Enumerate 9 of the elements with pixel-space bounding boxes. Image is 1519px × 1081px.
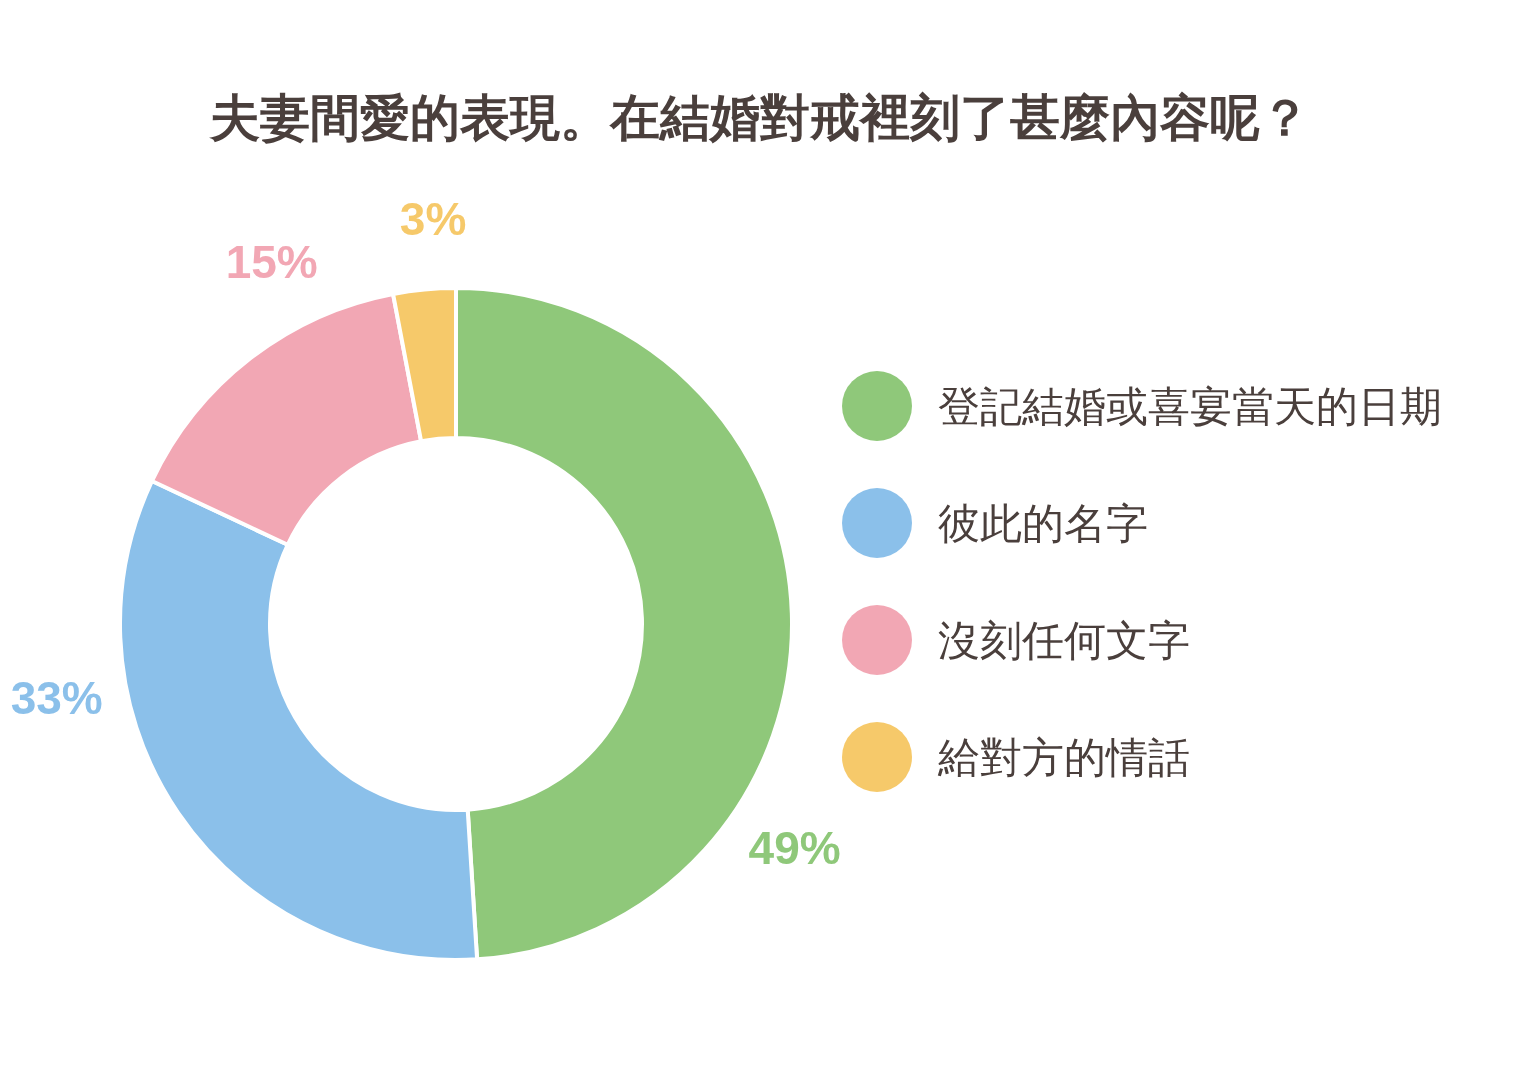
legend-label: 彼此的名字: [938, 499, 1148, 548]
data-label: 15%: [225, 236, 318, 289]
data-label: 33%: [10, 671, 103, 724]
data-label: 3%: [399, 192, 467, 245]
legend-label: 登記結婚或喜宴當天的日期: [938, 382, 1442, 431]
chart-title: 夫妻間愛的表現。在結婚對戒裡刻了甚麼內容呢？: [209, 88, 1310, 147]
legend-label: 給對方的情話: [937, 733, 1190, 782]
legend-label: 沒刻任何文字: [938, 616, 1190, 665]
data-label: 49%: [748, 821, 841, 874]
